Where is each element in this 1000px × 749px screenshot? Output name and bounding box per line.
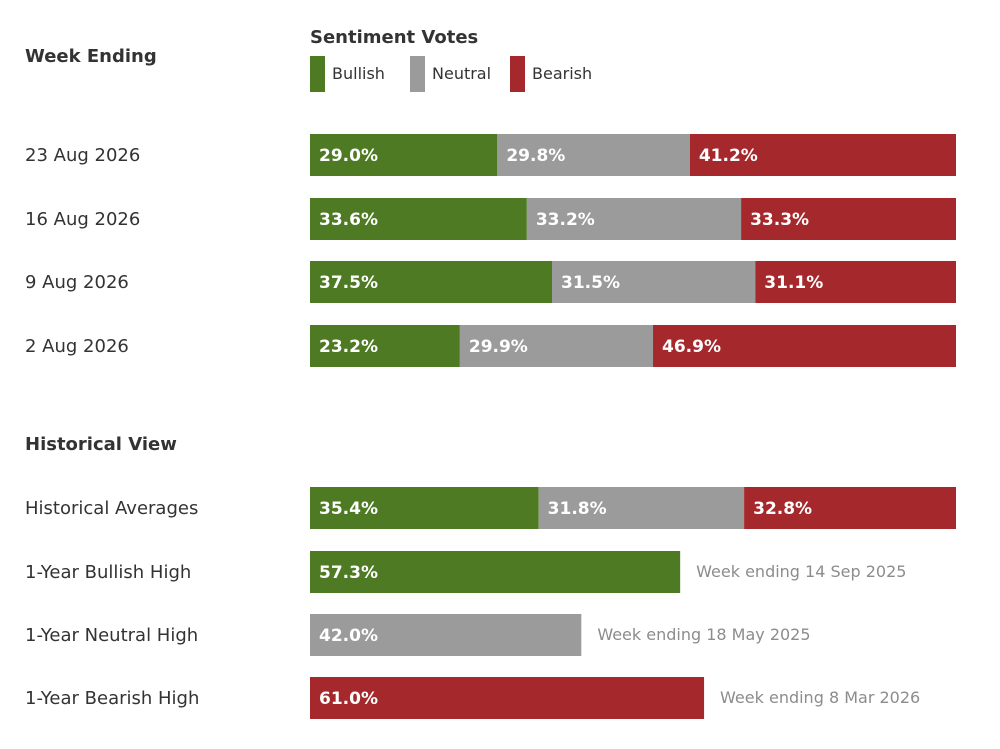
- legend-swatch-bearish: [510, 56, 525, 92]
- historical-average-bar-bearish: [744, 487, 956, 529]
- high-bearish-note: Week ending 8 Mar 2026: [720, 688, 920, 707]
- week-row-4-value-bullish: 23.2%: [319, 337, 378, 357]
- week-row-4-value-neutral: 29.9%: [469, 337, 528, 357]
- high-bullish-value: 57.3%: [319, 563, 378, 583]
- week-row-2-bar-neutral: [526, 198, 742, 240]
- high-neutral-bar: [310, 614, 582, 656]
- week-row-1-value-bearish: 41.2%: [699, 146, 758, 166]
- legend-title: Sentiment Votes: [310, 27, 478, 48]
- week-row-2-bar-bearish: [741, 198, 956, 240]
- week-row-1-value-neutral: 29.8%: [506, 146, 565, 166]
- historical-average-value-bullish: 35.4%: [319, 499, 378, 519]
- legend-label-neutral: Neutral: [432, 64, 491, 83]
- week-row-1-bar-bullish: [310, 134, 498, 176]
- historical-average-bar-neutral: [538, 487, 745, 529]
- week-ending-header: Week Ending: [25, 46, 157, 67]
- week-row-2-value-neutral: 33.2%: [536, 210, 595, 230]
- legend-label-bullish: Bullish: [332, 64, 385, 83]
- week-row-4-bar-neutral: [459, 325, 654, 367]
- week-row-1-value-bullish: 29.0%: [319, 146, 378, 166]
- week-row-2-bar-bullish: [310, 198, 527, 240]
- week-row-4-label: 2 Aug 2026: [25, 336, 129, 357]
- high-neutral-note: Week ending 18 May 2025: [597, 625, 810, 644]
- high-bearish-label: 1-Year Bearish High: [25, 688, 199, 709]
- week-row-3-bar-bearish: [755, 261, 956, 303]
- high-neutral-value: 42.0%: [319, 626, 378, 646]
- historical-view-header: Historical View: [25, 434, 177, 455]
- historical-average-value-bearish: 32.8%: [753, 499, 812, 519]
- weekly-bars: 23 Aug 2026 29.0% 29.8% 41.2% 16 Aug 2026 33.…: [25, 134, 956, 367]
- week-row-1-bar-neutral: [497, 134, 690, 176]
- high-bullish-label: 1-Year Bullish High: [25, 562, 191, 583]
- high-neutral-label: 1-Year Neutral High: [25, 625, 198, 646]
- high-bullish-note: Week ending 14 Sep 2025: [696, 562, 906, 581]
- historical-average-label: Historical Averages: [25, 498, 198, 519]
- week-row-1-bar-bearish: [689, 134, 956, 176]
- week-row-3-bar-neutral: [552, 261, 756, 303]
- week-row-3-value-bullish: 37.5%: [319, 273, 378, 293]
- week-row-4-bar-bearish: [653, 325, 956, 367]
- week-row-3-value-neutral: 31.5%: [561, 273, 620, 293]
- legend: Bullish Neutral Bearish: [310, 56, 592, 92]
- week-row-1-label: 23 Aug 2026: [25, 145, 140, 166]
- legend-label-bearish: Bearish: [532, 64, 592, 83]
- week-row-4-bar-bullish: [310, 325, 460, 367]
- legend-swatch-neutral: [410, 56, 425, 92]
- historical-average-bar-bullish: [310, 487, 539, 529]
- week-row-2-value-bearish: 33.3%: [750, 210, 809, 230]
- week-row-3-label: 9 Aug 2026: [25, 272, 129, 293]
- week-row-3-value-bearish: 31.1%: [764, 273, 823, 293]
- legend-swatch-bullish: [310, 56, 325, 92]
- high-bullish-bar: [310, 551, 681, 593]
- high-bearish-value: 61.0%: [319, 689, 378, 709]
- week-row-3-bar-bullish: [310, 261, 553, 303]
- week-row-2-value-bullish: 33.6%: [319, 210, 378, 230]
- historical-average-value-neutral: 31.8%: [548, 499, 607, 519]
- week-row-4-value-bearish: 46.9%: [662, 337, 721, 357]
- historical-bars: Historical Averages 35.4% 31.8% 32.8% 1-Year…: [25, 487, 956, 719]
- high-bearish-bar: [310, 677, 705, 719]
- week-row-2-label: 16 Aug 2026: [25, 209, 140, 230]
